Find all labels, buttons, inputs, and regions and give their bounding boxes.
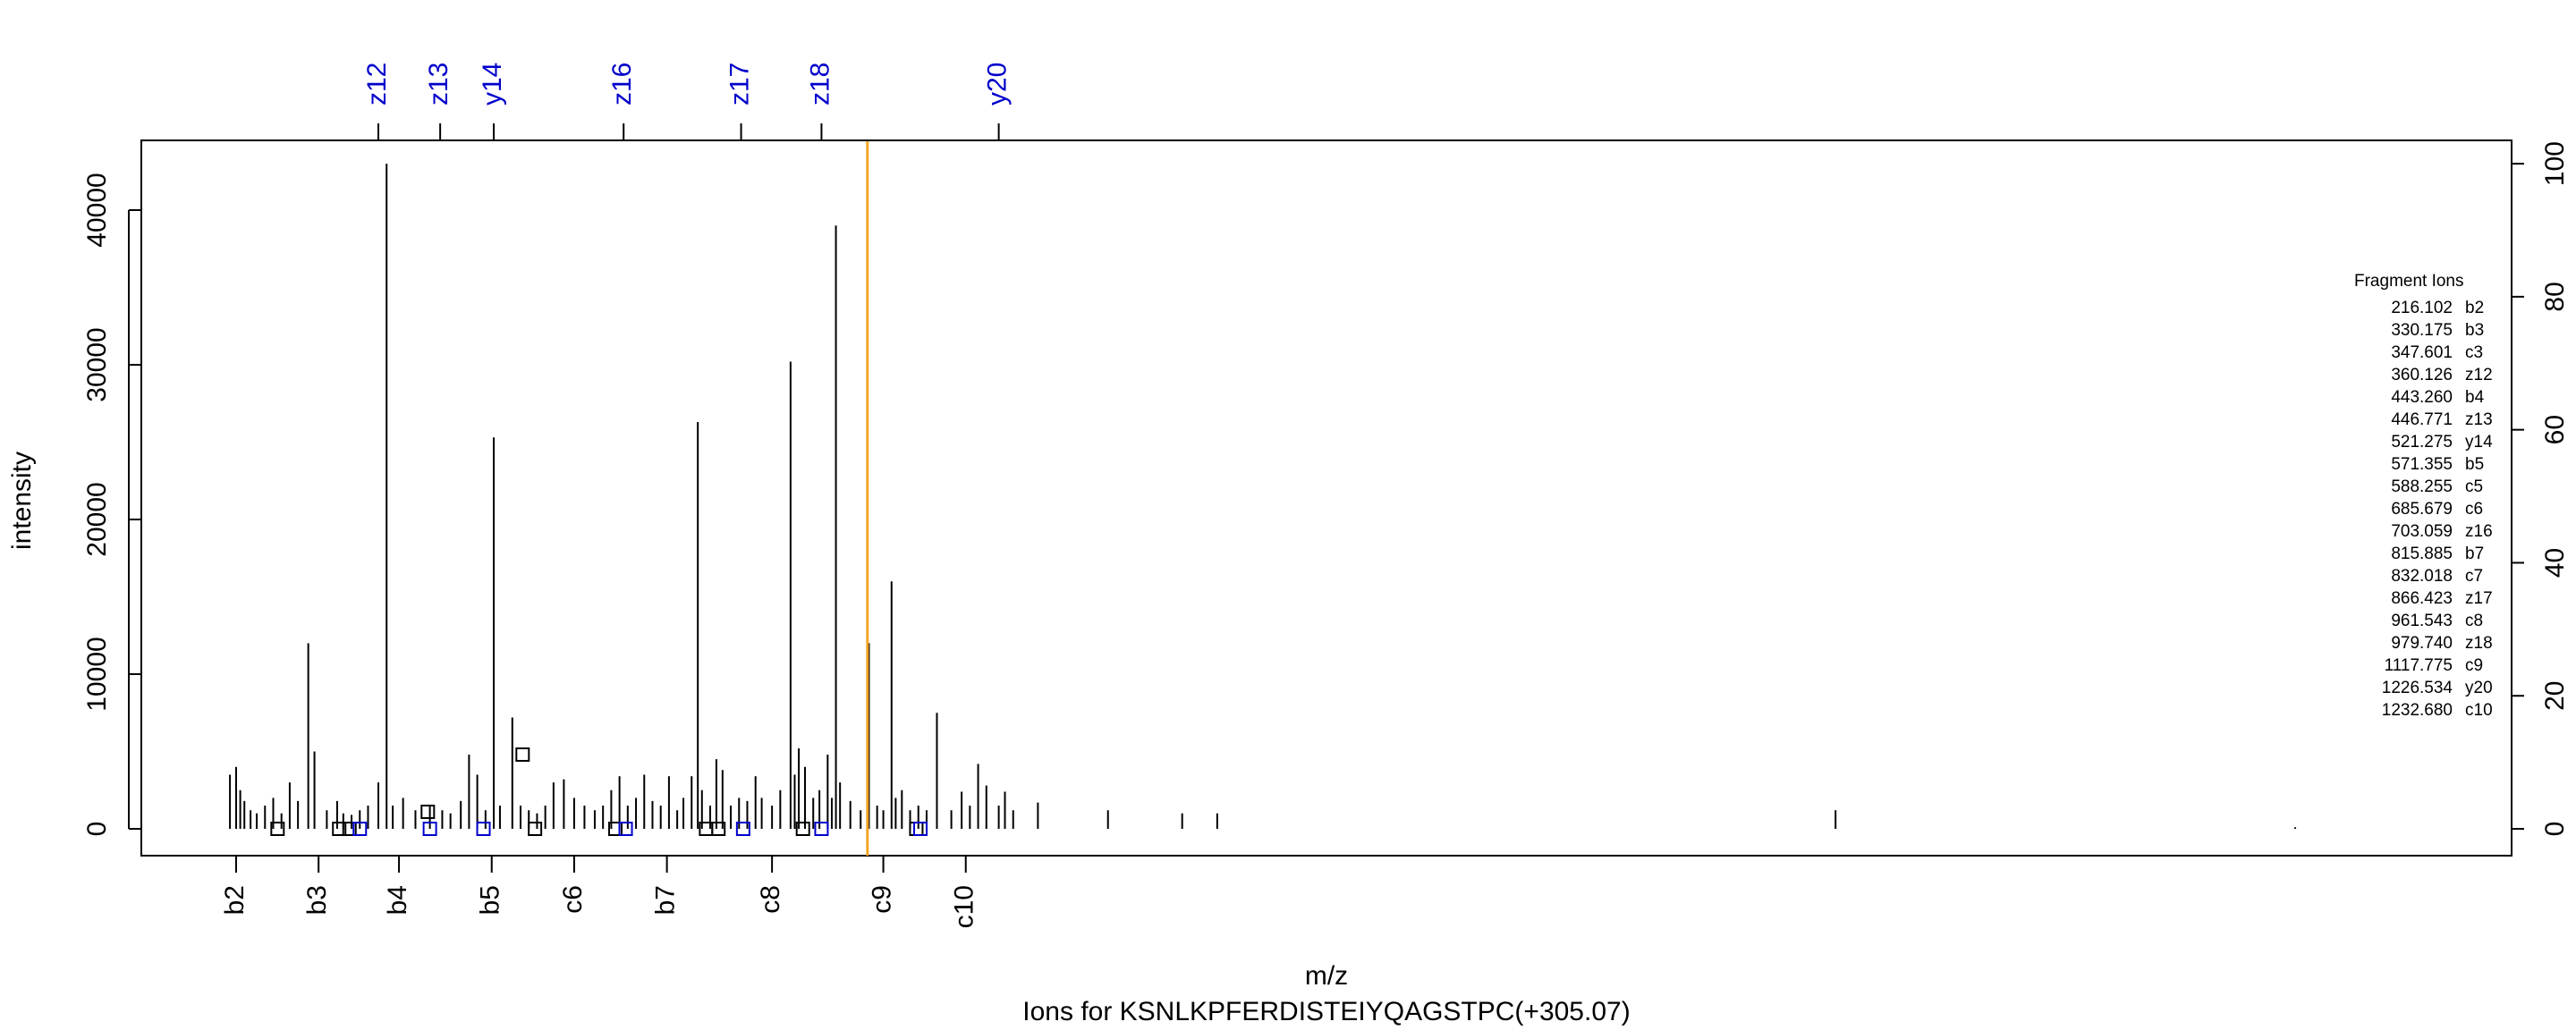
top-ion-label: z12 — [362, 63, 392, 106]
legend-mz: 685.679 — [2391, 500, 2453, 519]
right-y-tick-label: 80 — [2540, 282, 2570, 311]
matched-ion-marker — [352, 822, 368, 836]
axes-layer: 0 10000 20000 30000 40000 0 20 40 60 80 100 — [82, 141, 2570, 836]
plot-frame-layer — [140, 139, 2512, 857]
matched-ion-marker — [420, 804, 436, 819]
legend-ion: c7 — [2465, 567, 2483, 586]
legend-ion: c3 — [2465, 343, 2483, 362]
right-y-tick-label: 100 — [2540, 141, 2570, 186]
legend-ion: b2 — [2465, 299, 2484, 317]
legend-mz: 961.543 — [2391, 612, 2453, 630]
legend-mz: 1117.775 — [2385, 656, 2453, 675]
top-ion-label: y14 — [478, 63, 507, 106]
top-ion-label: z17 — [724, 63, 754, 106]
y-tick-label: 30000 — [82, 327, 112, 401]
legend-ion: y20 — [2465, 679, 2493, 697]
legend-ion: b7 — [2465, 545, 2484, 563]
legend-mz: 588.255 — [2391, 477, 2453, 496]
y-tick-label: 40000 — [82, 173, 112, 247]
legend-ion: z13 — [2465, 410, 2493, 429]
matched-ion-marker — [795, 822, 810, 836]
legend-mz: 571.355 — [2391, 455, 2453, 474]
right-y-tick-label: 0 — [2540, 822, 2570, 837]
legend-mz: 446.771 — [2391, 410, 2453, 429]
legend-ion: y14 — [2465, 433, 2493, 452]
bottom-ion-label: c10 — [950, 885, 979, 928]
legend-mz: 216.102 — [2391, 299, 2453, 317]
x-axis-label: m/z — [1305, 961, 1348, 991]
bottom-ion-label: b5 — [476, 885, 505, 915]
right-y-tick-label: 40 — [2540, 548, 2570, 578]
bottom-ion-label: c9 — [867, 885, 896, 914]
matched-ion-marker — [909, 822, 924, 836]
legend-ion: z12 — [2465, 366, 2493, 384]
legend-ion: c5 — [2465, 477, 2483, 496]
matched-ion-marker — [422, 822, 437, 836]
markers-layer — [270, 747, 928, 836]
legend-mz: 1226.534 — [2382, 679, 2453, 697]
bottom-ion-label: c8 — [756, 885, 785, 914]
legend-ion: b3 — [2465, 321, 2484, 340]
y-tick-label: 0 — [82, 822, 112, 837]
bottom-ion-label: c6 — [558, 885, 588, 914]
matched-ion-marker — [476, 822, 491, 836]
legend-mz: 866.423 — [2391, 589, 2453, 608]
legend-ion: b4 — [2465, 388, 2485, 407]
legend-mz: 521.275 — [2391, 433, 2453, 452]
legend-mz: 979.740 — [2391, 634, 2453, 653]
matched-ion-marker — [735, 822, 750, 836]
matched-ion-marker — [528, 822, 543, 836]
legend-mz: 443.260 — [2391, 388, 2453, 407]
legend-mz: 360.126 — [2391, 366, 2453, 384]
legend-mz: 832.018 — [2391, 567, 2453, 586]
chart-title: Ions for KSNLKPFERDISTEIYQAGSTPC(+305.07… — [1022, 997, 1630, 1026]
matched-ion-marker — [270, 822, 285, 836]
matched-ion-marker — [608, 822, 623, 836]
legend-layer: Fragment Ions 216.102 b2 330.175 b3 347.601 c3… — [2354, 272, 2493, 720]
legend-ion: c8 — [2465, 612, 2483, 630]
legend-ion: b5 — [2465, 455, 2484, 474]
bottom-ion-label: b3 — [302, 885, 332, 915]
legend-ion: z18 — [2465, 634, 2493, 653]
y-axis-label: intensity — [7, 452, 37, 550]
matched-ion-marker — [618, 822, 633, 836]
bottom-ion-label: b2 — [220, 885, 250, 915]
matched-ion-marker — [342, 822, 357, 836]
legend-mz: 815.885 — [2391, 545, 2453, 563]
top-ion-label: z13 — [424, 63, 453, 106]
y-tick-label: 10000 — [82, 637, 112, 711]
legend-ion: z16 — [2465, 522, 2493, 541]
right-y-tick-label: 60 — [2540, 415, 2570, 444]
matched-ion-marker — [814, 822, 829, 836]
peaks-layer — [229, 140, 2297, 856]
top-ion-label: z16 — [607, 63, 637, 106]
matched-ion-marker — [913, 822, 928, 836]
legend-mz: 1232.680 — [2382, 701, 2453, 720]
legend-title: Fragment Ions — [2354, 272, 2464, 291]
matched-ion-marker — [711, 822, 726, 836]
legend-mz: 347.601 — [2391, 343, 2453, 362]
y-tick-label: 20000 — [82, 482, 112, 556]
legend-mz: 703.059 — [2391, 522, 2453, 541]
right-y-tick-label: 20 — [2540, 681, 2570, 711]
plot-box — [140, 139, 2512, 857]
legend-ion: c10 — [2465, 701, 2493, 720]
matched-ion-marker — [515, 747, 530, 762]
legend-ion: z17 — [2465, 589, 2493, 608]
legend-ion: c6 — [2465, 500, 2483, 519]
bottom-ion-label: b4 — [383, 885, 412, 915]
legend-mz: 330.175 — [2391, 321, 2453, 340]
top-ion-label: y20 — [983, 63, 1013, 106]
bottom-ion-label: b7 — [651, 885, 681, 915]
top-ion-label: z18 — [805, 63, 835, 106]
legend-ion: c9 — [2465, 656, 2483, 675]
matched-ion-marker — [332, 822, 347, 836]
ion-labels-layer: z12 z13 y14 z16 z17 z18 y20 b2 b3 b4 b5 c6 b7 c8 c9 c10 — [220, 63, 1013, 929]
